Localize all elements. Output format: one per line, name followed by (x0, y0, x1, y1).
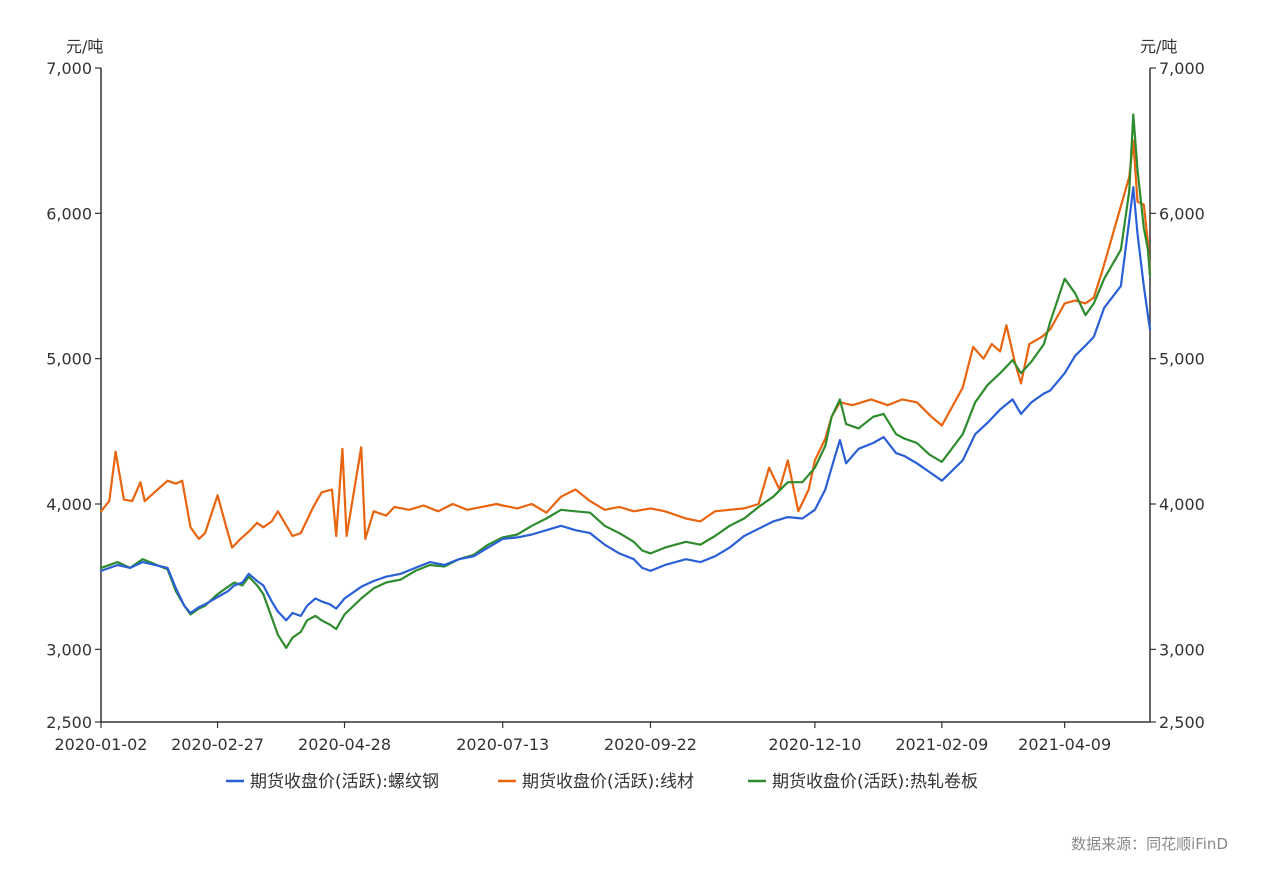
x-tick-label: 2020-01-02 (55, 735, 148, 754)
legend-label: 期货收盘价(活跃):热轧卷板 (772, 772, 978, 792)
series-line-0 (99, 186, 1152, 622)
legend: 期货收盘价(活跃):螺纹钢 期货收盘价(活跃):线材 期货收盘价(活跃):热轧卷板 (226, 772, 978, 792)
x-tick-label: 2020-04-28 (298, 735, 391, 754)
x-tick-label: 2020-12-10 (768, 735, 861, 754)
data-source-label: 数据来源：同花顺iFinD (1071, 835, 1228, 853)
left-y-tick-label: 5,000 (46, 350, 92, 369)
right-y-tick-label: 4,000 (1159, 495, 1205, 514)
series-lines (99, 113, 1152, 649)
right-y-tick-label: 6,000 (1159, 204, 1205, 223)
series-line-2 (99, 113, 1152, 649)
right-y-tick-label: 7,000 (1159, 59, 1205, 78)
legend-label: 期货收盘价(活跃):线材 (522, 772, 694, 792)
right-y-tick-label: 5,000 (1159, 350, 1205, 369)
right-y-ticks: 2,500 3,000 4,000 5,000 6,000 7,000 (1150, 59, 1205, 732)
x-tick-label: 2020-09-22 (604, 735, 697, 754)
x-tick-label: 2021-04-09 (1018, 735, 1111, 754)
right-y-tick-label: 3,000 (1159, 640, 1205, 659)
right-y-unit-label: 元/吨 (1140, 37, 1177, 56)
left-y-tick-label: 6,000 (46, 204, 92, 223)
left-y-ticks: 2,500 3,000 4,000 5,000 6,000 7,000 (46, 59, 101, 732)
left-y-tick-label: 2,500 (46, 713, 92, 732)
x-ticks: 2020-01-02 2020-02-27 2020-04-28 2020-07-13… (55, 722, 1111, 754)
series-line-1 (99, 139, 1152, 549)
x-tick-label: 2021-02-09 (895, 735, 988, 754)
left-y-unit-label: 元/吨 (66, 37, 103, 56)
left-y-tick-label: 4,000 (46, 495, 92, 514)
left-y-tick-label: 3,000 (46, 640, 92, 659)
x-tick-label: 2020-07-13 (456, 735, 549, 754)
x-tick-label: 2020-02-27 (171, 735, 264, 754)
left-y-tick-label: 7,000 (46, 59, 92, 78)
right-y-tick-label: 2,500 (1159, 713, 1205, 732)
legend-label: 期货收盘价(活跃):螺纹钢 (250, 772, 439, 792)
